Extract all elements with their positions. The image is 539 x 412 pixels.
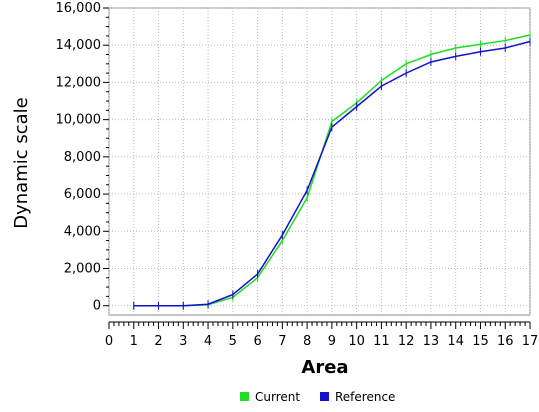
y-tick-label: 6,000 — [64, 187, 101, 202]
x-tick-label: 13 — [423, 334, 440, 349]
x-tick-label: 17 — [522, 334, 539, 349]
x-tick-label: 6 — [253, 334, 261, 349]
x-tick-label: 8 — [303, 334, 311, 349]
x-tick-label: 0 — [105, 334, 113, 349]
y-tick-label: 8,000 — [64, 150, 101, 165]
x-axis-title: Area — [301, 357, 348, 378]
x-tick-label: 3 — [179, 334, 187, 349]
grid — [108, 7, 531, 315]
legend-label-reference: Reference — [335, 390, 395, 404]
x-tick-label: 5 — [229, 334, 237, 349]
x-tick-label: 9 — [328, 334, 336, 349]
y-axis: 0 2,000 4,000 6,000 8,000 10,000 12,000 14,000 1… — [56, 1, 109, 314]
y-tick-label: 2,000 — [64, 261, 101, 276]
y-tick-label: 0 — [93, 299, 101, 314]
y-tick-label: 12,000 — [56, 75, 102, 90]
x-tick-label: 16 — [497, 334, 514, 349]
x-axis: 0 1 2 3 4 5 6 7 8 9 10 11 12 13 14 15 16 17 — [105, 321, 539, 349]
y-tick-label: 10,000 — [56, 113, 102, 128]
legend-swatch-current — [240, 392, 249, 401]
y-tick-label: 4,000 — [64, 224, 101, 239]
x-tick-label: 4 — [204, 334, 212, 349]
x-tick-label: 2 — [154, 334, 162, 349]
y-tick-label: 14,000 — [56, 38, 102, 53]
x-tick-label: 7 — [278, 334, 286, 349]
x-tick-label: 12 — [398, 334, 415, 349]
legend-label-current: Current — [255, 390, 300, 404]
y-axis-title: Dynamic scale — [11, 97, 32, 228]
x-tick-label: 10 — [348, 334, 365, 349]
series-group — [133, 30, 531, 310]
x-tick-label: 15 — [472, 334, 489, 349]
legend: Current Reference — [240, 390, 395, 404]
x-tick-label: 1 — [130, 334, 138, 349]
series-reference — [133, 37, 531, 310]
y-tick-label: 16,000 — [56, 1, 102, 16]
legend-swatch-reference — [320, 392, 329, 401]
x-tick-label: 11 — [373, 334, 390, 349]
x-tick-label: 14 — [447, 334, 464, 349]
